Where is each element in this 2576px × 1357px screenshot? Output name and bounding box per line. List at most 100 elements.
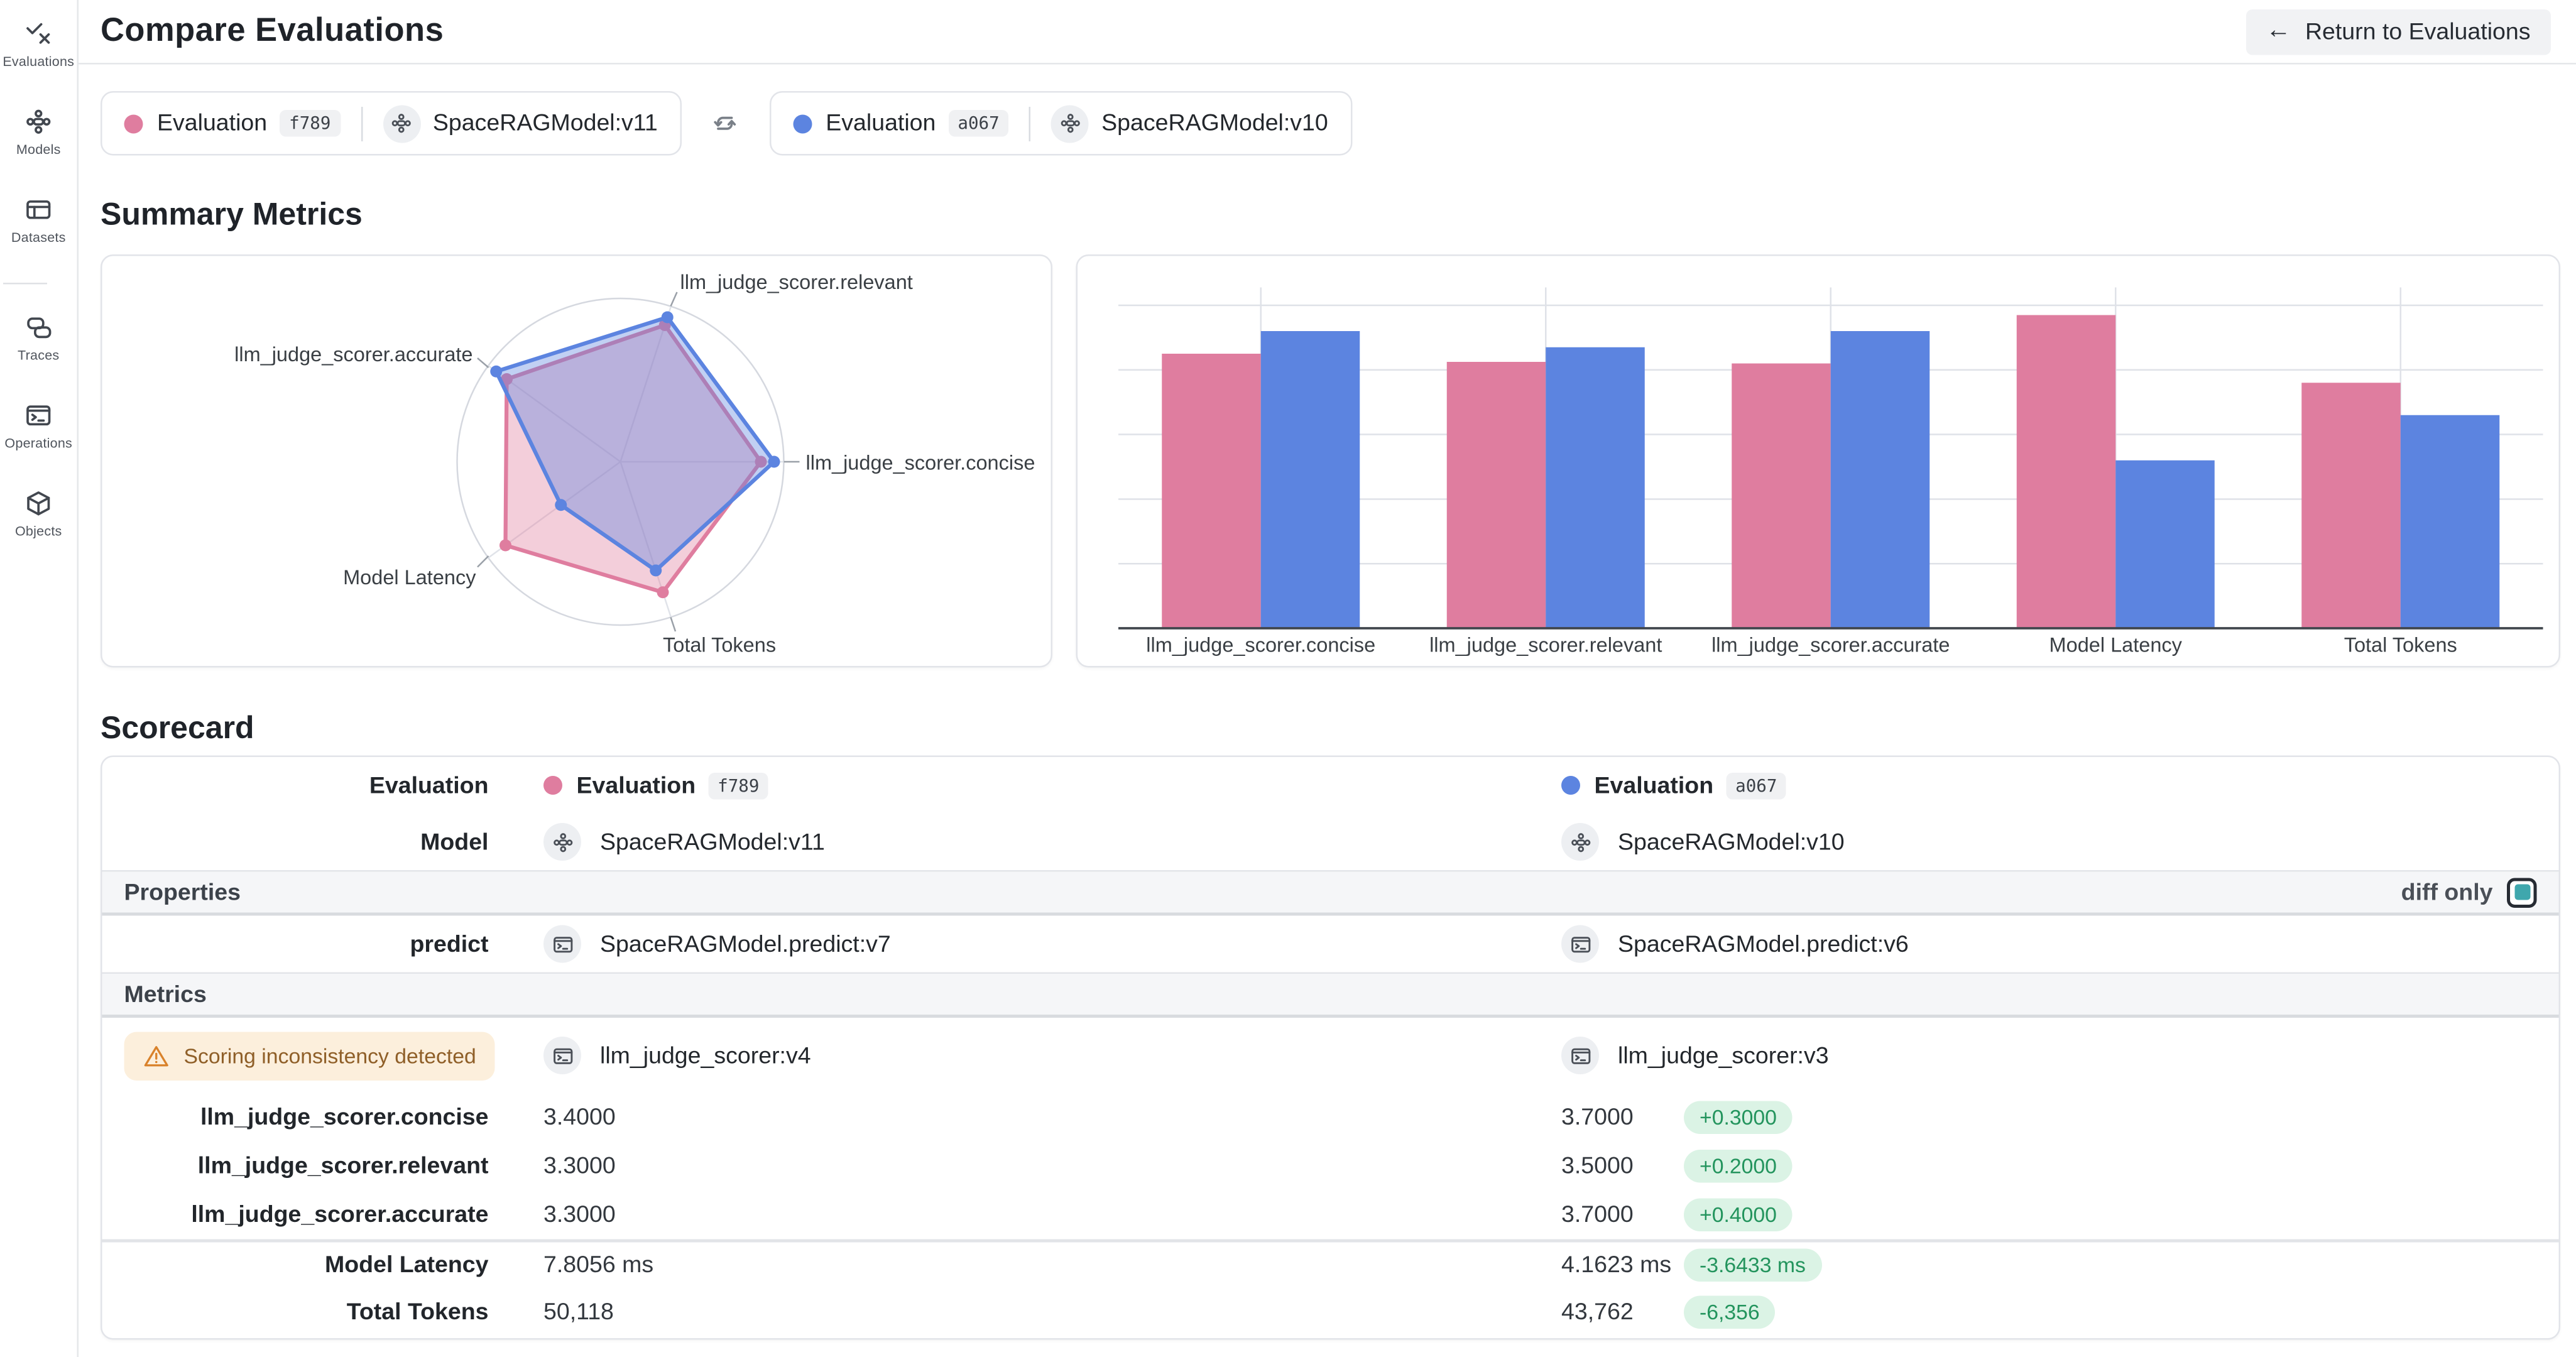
bar-category-label: llm_judge_scorer.relevant	[1429, 634, 1662, 657]
model-ref-link[interactable]: SpaceRAGModel:v11	[543, 823, 825, 861]
scorecard-row-model: Model SpaceRAGModel:v11 SpaceRAGModel:v1…	[102, 814, 2559, 870]
operations-icon	[24, 401, 54, 431]
sidebar-items: Evaluations Models Datasets Traces Opera…	[3, 19, 74, 577]
diff-only-label: diff only	[2401, 878, 2493, 906]
top-bar: Compare Evaluations ← Return to Evaluati…	[79, 0, 2576, 65]
op-ref-link[interactable]: llm_judge_scorer:v4	[543, 1037, 811, 1074]
scorecard-section-properties: Properties diff only	[102, 870, 2559, 916]
evaluation-pill-1[interactable]: Evaluation f789 SpaceRAGModel:v11	[101, 91, 682, 156]
metric-value-eval-1: 7.8056 ms	[489, 1252, 1507, 1279]
bar-evaluation-a067	[1260, 331, 1360, 628]
scorecard-row-scorer: Scoring inconsistency detected llm_judge…	[102, 1018, 2559, 1093]
models-icon	[24, 107, 54, 137]
radar-axis-label: llm_judge_scorer.relevant	[680, 271, 913, 293]
op-ref-link[interactable]: SpaceRAGModel.predict:v6	[1561, 925, 1909, 963]
metric-value-eval-1: 3.3000	[489, 1202, 1507, 1229]
metric-diff-badge: +0.4000	[1684, 1198, 1793, 1231]
radar-chart-card: llm_judge_scorer.concise llm_judge_scorer…	[101, 254, 1052, 668]
metric-value-eval-2: 3.7000 +0.3000	[1507, 1101, 2559, 1134]
objects-icon	[24, 489, 54, 519]
bar-evaluation-a067	[1546, 347, 1645, 628]
metric-value: 3.4000	[543, 1104, 616, 1131]
pill-divider	[1029, 106, 1031, 141]
model-icon	[382, 104, 420, 143]
sidebar-item-label: Objects	[14, 523, 62, 539]
metric-value: 50,118	[543, 1299, 614, 1326]
model-name: SpaceRAGModel:v10	[1101, 110, 1328, 137]
sidebar-item-label: Datasets	[11, 229, 66, 245]
page-title: Compare Evaluations	[101, 13, 444, 49]
ref-name: SpaceRAGModel.predict:v7	[600, 930, 891, 957]
row-label: Evaluation	[369, 771, 489, 799]
datasets-icon	[24, 195, 54, 225]
bar-category-label: Total Tokens	[2344, 634, 2457, 657]
row-label: Model	[420, 828, 489, 856]
sidebar-item-traces[interactable]: Traces	[3, 313, 74, 363]
metric-value: 4.1623 ms	[1561, 1251, 1672, 1279]
sidebar-item-label: Evaluations	[3, 53, 75, 69]
sidebar-item-datasets[interactable]: Datasets	[3, 195, 74, 245]
return-to-evaluations-button[interactable]: ← Return to Evaluations	[2245, 8, 2551, 55]
op-ref-link[interactable]: SpaceRAGModel.predict:v7	[543, 925, 891, 963]
metric-value-eval-1: 50,118	[489, 1299, 1507, 1326]
evaluation-link[interactable]: Evaluation a067	[1561, 771, 1787, 799]
sidebar-item-label: Operations	[4, 435, 73, 451]
scoring-inconsistency-chip[interactable]: Scoring inconsistency detected	[124, 1031, 495, 1080]
ref-name: SpaceRAGModel:v11	[600, 828, 825, 856]
evaluation-color-dot	[1561, 776, 1580, 795]
evaluations-icon	[24, 19, 54, 49]
metric-label: llm_judge_scorer.concise	[200, 1104, 489, 1131]
scorecard-metric-llm-judge-scorer-relevant: llm_judge_scorer.relevant 3.3000 3.5000 …	[102, 1142, 2559, 1191]
ref-name: llm_judge_scorer:v3	[1618, 1042, 1829, 1069]
evaluation-id-badge: a067	[948, 110, 1009, 137]
pill-divider	[360, 106, 363, 141]
swap-evaluations-icon[interactable]	[681, 109, 769, 139]
value-eval-1: SpaceRAGModel.predict:v7	[489, 925, 1507, 963]
metric-label: Model Latency	[325, 1251, 489, 1279]
metric-value: 43,762	[1561, 1299, 1634, 1326]
value-eval-1: Evaluation f789	[489, 771, 1507, 799]
op-icon	[543, 1037, 581, 1074]
op-icon	[1561, 1037, 1599, 1074]
radar-axis-label: Total Tokens	[663, 634, 776, 657]
bar-category-label: llm_judge_scorer.concise	[1146, 634, 1375, 657]
radar-axis-label: llm_judge_scorer.concise	[806, 452, 1035, 474]
metric-diff-badge: +0.3000	[1684, 1101, 1793, 1134]
evaluation-pill-2[interactable]: Evaluation a067 SpaceRAGModel:v10	[769, 91, 1352, 156]
metric-value: 3.3000	[543, 1153, 616, 1180]
diff-only-checkbox[interactable]	[2507, 877, 2537, 907]
section-label: Metrics	[124, 981, 207, 1008]
value-eval-1: llm_judge_scorer:v4	[489, 1037, 1507, 1074]
value-eval-1: SpaceRAGModel:v11	[489, 823, 1507, 861]
bar-category-label: Model Latency	[2049, 634, 2183, 657]
metric-value-eval-2: 4.1623 ms -3.6433 ms	[1507, 1248, 2559, 1282]
value-eval-2: Evaluation a067	[1507, 771, 2559, 799]
ref-name: SpaceRAGModel:v10	[1618, 828, 1845, 856]
scorecard-heading: Scorecard	[101, 711, 254, 746]
metric-diff-badge: -6,356	[1684, 1295, 1776, 1329]
scorecard-section-metrics: Metrics	[102, 972, 2559, 1018]
metric-value-eval-1: 3.4000	[489, 1104, 1507, 1131]
sidebar-item-models[interactable]: Models	[3, 107, 74, 157]
scorecard-metric-model-latency: Model Latency 7.8056 ms 4.1623 ms -3.643…	[102, 1239, 2559, 1289]
radar-chart: llm_judge_scorer.concise llm_judge_scorer…	[234, 271, 1035, 657]
sidebar-item-objects[interactable]: Objects	[3, 489, 74, 539]
ref-name: SpaceRAGModel.predict:v6	[1618, 930, 1909, 957]
metric-label: llm_judge_scorer.accurate	[191, 1201, 489, 1229]
bar-chart: llm_judge_scorer.concise llm_judge_scorer…	[1118, 287, 2543, 657]
op-ref-link[interactable]: llm_judge_scorer:v3	[1561, 1037, 1829, 1074]
sidebar-item-operations[interactable]: Operations	[3, 401, 74, 451]
metric-diff-badge: +0.2000	[1684, 1150, 1793, 1183]
evaluation-link[interactable]: Evaluation f789	[543, 771, 769, 799]
bar-evaluation-a067	[1830, 331, 1930, 628]
arrow-left-icon: ←	[2266, 17, 2291, 44]
sidebar-divider	[3, 283, 47, 285]
sidebar-item-evaluations[interactable]: Evaluations	[3, 19, 74, 69]
op-icon	[543, 925, 581, 963]
section-label: Properties	[124, 878, 241, 906]
evaluation-id-badge: a067	[1726, 771, 1787, 799]
sidebar: Evaluations Models Datasets Traces Opera…	[0, 0, 79, 1357]
scorecard-row-predict: predict SpaceRAGModel.predict:v7 SpaceRA…	[102, 916, 2559, 973]
model-ref-link[interactable]: SpaceRAGModel:v10	[1561, 823, 1845, 861]
